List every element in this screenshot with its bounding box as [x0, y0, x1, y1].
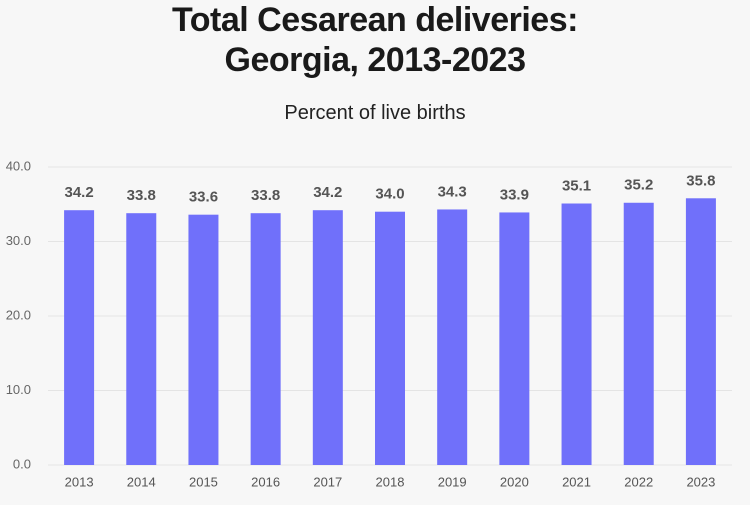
bar	[375, 211, 405, 465]
x-tick-label: 2020	[500, 474, 529, 489]
x-tick-label: 2023	[686, 474, 715, 489]
x-tick-label: 2017	[313, 474, 342, 489]
bar	[126, 213, 157, 465]
bar	[437, 209, 468, 465]
x-tick-label: 2019	[438, 474, 467, 489]
y-tick-label: 20.0	[6, 307, 31, 322]
y-tick-label: 0.0	[13, 456, 31, 471]
x-tick-label: 2014	[127, 474, 156, 489]
y-tick-label: 10.0	[6, 382, 31, 397]
y-tick-label: 40.0	[6, 158, 31, 173]
bar	[499, 212, 530, 465]
value-label: 33.9	[500, 186, 529, 203]
value-label: 34.2	[313, 184, 342, 201]
value-label: 34.2	[64, 184, 93, 201]
value-label: 35.2	[624, 177, 653, 194]
value-label: 34.3	[438, 183, 467, 200]
chart-title: Total Cesarean deliveries: Georgia, 2013…	[172, 1, 578, 79]
x-tick-label: 2016	[251, 474, 280, 489]
bar	[312, 210, 343, 465]
value-label: 35.8	[686, 172, 715, 189]
bar	[250, 213, 281, 465]
x-tick-label: 2021	[562, 474, 591, 489]
value-label: 35.1	[562, 177, 591, 194]
value-label: 34.0	[375, 186, 404, 203]
x-tick-label: 2013	[65, 474, 94, 489]
value-label: 33.8	[127, 187, 156, 204]
bar	[188, 214, 219, 465]
x-tick-label: 2018	[376, 474, 405, 489]
bar	[64, 210, 95, 465]
bar	[685, 198, 716, 466]
chart-subtitle: Percent of live births	[284, 102, 466, 124]
x-tick-label: 2015	[189, 474, 218, 489]
bar	[561, 203, 592, 465]
value-label: 33.6	[189, 189, 218, 206]
x-tick-label: 2022	[624, 474, 653, 489]
bar	[623, 202, 654, 465]
y-tick-label: 30.0	[6, 233, 31, 248]
value-label: 33.8	[251, 187, 280, 204]
